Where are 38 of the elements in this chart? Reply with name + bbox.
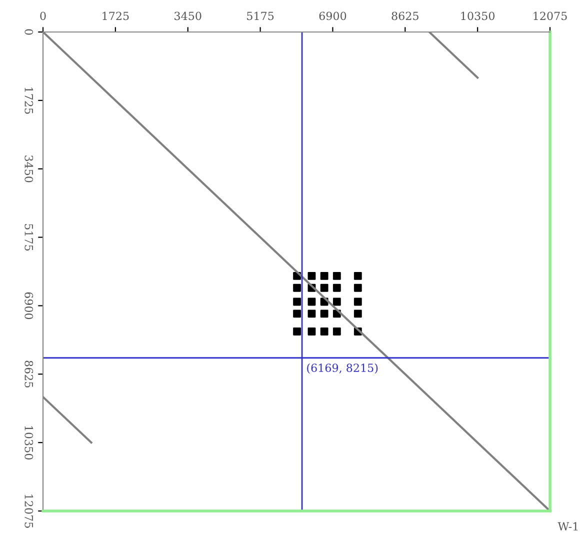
y-tick-label: 1725 <box>24 88 34 114</box>
point <box>293 284 301 292</box>
point <box>320 310 328 318</box>
point <box>320 328 328 336</box>
x-tick-label: 5175 <box>247 12 274 20</box>
point <box>293 328 301 336</box>
point <box>354 284 362 292</box>
point <box>320 272 328 280</box>
x-tick-label: 3450 <box>174 12 202 20</box>
point <box>308 272 316 280</box>
point <box>308 298 316 306</box>
y-tick-label: 12075 <box>24 494 34 528</box>
point <box>332 298 341 306</box>
point <box>308 310 316 318</box>
point <box>332 284 341 292</box>
y-tick-label: 5175 <box>24 224 34 251</box>
y-tick-label: 10350 <box>24 426 34 460</box>
annotation: (6169, 8215) <box>307 363 378 374</box>
x-tick-label: 10350 <box>461 12 495 20</box>
x-tick-label: 6900 <box>319 12 346 20</box>
y-tick-label: 6900 <box>24 292 34 320</box>
x-tick-label: 1725 <box>102 12 129 20</box>
x-tick-label: 8625 <box>392 12 418 20</box>
y-tick-label: 0 <box>24 29 34 35</box>
point <box>354 272 362 280</box>
point <box>308 328 316 336</box>
x-tick-label: 12075 <box>534 12 567 20</box>
x-tick-label: 0 <box>40 12 46 20</box>
point <box>332 272 341 280</box>
point <box>354 298 362 306</box>
point <box>293 310 301 318</box>
point <box>332 328 341 336</box>
point <box>293 298 301 306</box>
text: W-1 <box>558 522 578 530</box>
y-tick-label: 3450 <box>24 156 34 182</box>
point <box>320 284 328 292</box>
y-tick-label: 8625 <box>24 360 34 388</box>
point <box>354 310 362 318</box>
